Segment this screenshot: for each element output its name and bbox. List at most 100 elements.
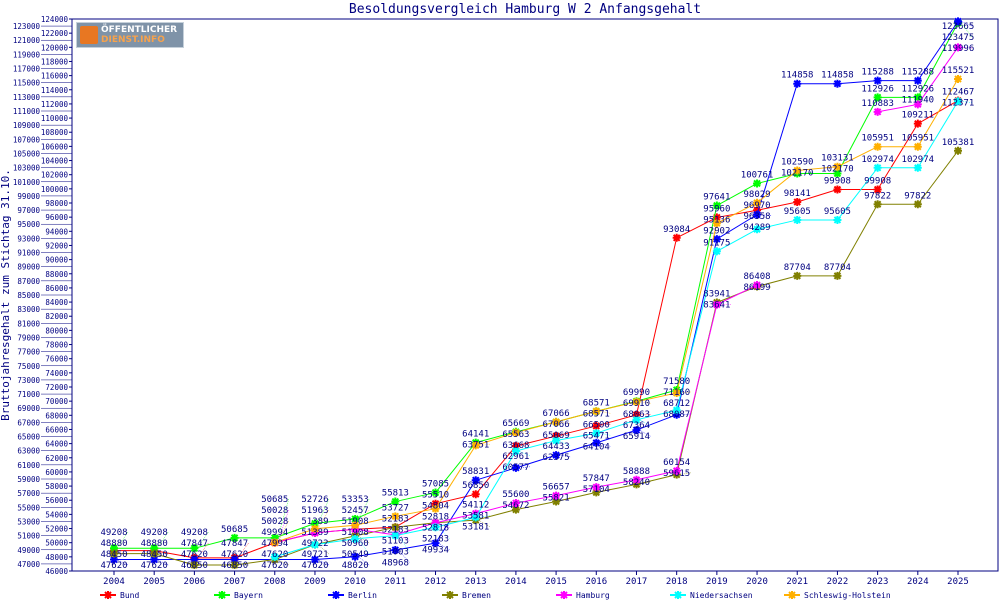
data-point-schleswig-holstein-core <box>433 506 439 512</box>
label-leader-berlin <box>639 429 651 437</box>
series-line-bund <box>716 209 758 218</box>
y-tick-label: 60000 <box>45 468 68 477</box>
data-label-schleswig-holstein: 68571 <box>583 409 610 419</box>
y-tick-label: 53000 <box>17 517 40 526</box>
y-tick-label: 48000 <box>45 553 68 562</box>
data-label-berlin: 123665 <box>942 22 975 32</box>
y-tick-label: 85000 <box>17 291 40 300</box>
data-label-bremen: 87704 <box>784 263 811 273</box>
data-label-niedersachsen: 53581 <box>462 512 489 522</box>
data-label-schleswig-holstein: 103131 <box>821 154 854 164</box>
data-label-bayern: 112926 <box>861 84 894 94</box>
series-line-niedersachsen <box>475 450 517 518</box>
x-tick-label: 2009 <box>304 577 326 587</box>
data-point-hamburg-core <box>915 101 921 107</box>
data-label-berlin: 47620 <box>141 561 168 571</box>
y-tick-label: 69000 <box>17 404 40 413</box>
data-point-hamburg-core <box>513 500 519 506</box>
data-label-niedersachsen: 64433 <box>543 442 570 452</box>
series-line-schleswig-holstein <box>395 508 436 517</box>
data-label-bayern: 50685 <box>221 525 248 535</box>
data-point-bremen-core <box>955 148 961 154</box>
data-label-bremen: 54672 <box>502 501 529 511</box>
y-tick-label: 70000 <box>45 397 68 406</box>
chart-title: Besoldungsvergleich Hamburg W 2 Anfangsg… <box>349 2 701 17</box>
data-point-berlin-core <box>191 557 197 563</box>
data-label-hamburg: 60154 <box>663 458 690 468</box>
data-point-berlin-core <box>875 78 881 84</box>
data-point-bremen-core <box>513 507 519 513</box>
data-label-berlin: 48020 <box>342 561 369 571</box>
data-point-schleswig-holstein-core <box>473 442 479 448</box>
data-point-bremen-core <box>875 201 881 207</box>
data-point-bremen-core <box>191 562 197 568</box>
data-label-bayern: 49208 <box>100 528 127 538</box>
data-label-niedersachsen: 50549 <box>342 550 369 560</box>
series-line-bremen <box>636 474 677 485</box>
series-line-bayern <box>756 173 798 184</box>
legend-marker-schleswig-holstein-core <box>789 592 795 598</box>
data-label-hamburg: 86408 <box>744 272 771 282</box>
data-label-niedersachsen: 68712 <box>663 399 690 409</box>
data-point-berlin-core <box>433 540 439 546</box>
data-point-schleswig-holstein-core <box>955 76 961 82</box>
data-point-bund-core <box>593 423 599 429</box>
data-label-schleswig-holstein: 115521 <box>942 66 975 76</box>
label-leader-niedersachsen <box>518 450 531 457</box>
data-label-niedersachsen: 102974 <box>902 155 935 165</box>
data-point-bremen-core <box>111 551 117 557</box>
series-line-niedersachsen <box>676 251 718 411</box>
series-line-bremen <box>555 491 597 502</box>
data-label-schleswig-holstein: 67066 <box>543 420 570 430</box>
y-tick-label: 104000 <box>41 157 69 166</box>
series-line-niedersachsen <box>756 219 798 230</box>
data-label-schleswig-holstein: 71160 <box>663 388 690 398</box>
series-line-bayern <box>676 205 718 391</box>
data-label-hamburg: 51103 <box>382 536 409 546</box>
y-tick-label: 93000 <box>17 234 40 243</box>
data-point-schleswig-holstein-core <box>875 144 881 150</box>
x-tick-label: 2019 <box>706 577 728 587</box>
data-label-berlin: 47620 <box>100 561 127 571</box>
series-line-bund <box>515 435 557 447</box>
label-leader-berlin <box>317 559 330 566</box>
y-tick-label: 92000 <box>45 241 68 250</box>
data-point-hamburg-core <box>553 493 559 499</box>
data-point-berlin-core <box>312 557 318 563</box>
data-label-bayern: 97641 <box>703 193 730 203</box>
data-point-schleswig-holstein-core <box>915 144 921 150</box>
data-label-schleswig-holstein: 98029 <box>744 190 771 200</box>
data-point-schleswig-holstein-core <box>513 430 519 436</box>
data-point-hamburg-core <box>433 520 439 526</box>
label-leader-bayern <box>277 498 290 538</box>
data-label-berlin: 92902 <box>703 226 730 236</box>
data-label-berlin: 68087 <box>663 410 690 420</box>
data-label-bayern: 100761 <box>741 170 774 180</box>
y-tick-label: 87000 <box>17 277 40 286</box>
y-tick-label: 64000 <box>45 440 68 449</box>
data-label-bund: 96970 <box>744 201 771 211</box>
y-tick-label: 95000 <box>17 220 40 229</box>
label-leader-bayern <box>156 531 169 549</box>
data-point-hamburg-core <box>955 44 961 50</box>
data-label-bund: 51389 <box>301 517 328 527</box>
data-label-bayern: 71580 <box>663 377 690 387</box>
data-point-bayern-core <box>191 545 197 551</box>
series-line-schleswig-holstein <box>837 146 878 168</box>
data-label-bayern: 102170 <box>781 169 814 179</box>
data-point-berlin-core <box>232 557 238 563</box>
data-label-bremen: 49721 <box>301 550 328 560</box>
data-label-niedersachsen: 91175 <box>703 238 730 248</box>
label-leader-berlin <box>398 549 410 563</box>
data-label-bayern: 102170 <box>821 165 854 175</box>
series-line-bund <box>596 414 637 427</box>
y-tick-label: 76000 <box>45 355 68 364</box>
label-leader-niedersachsen <box>558 440 571 447</box>
y-tick-label: 82000 <box>45 312 68 321</box>
y-tick-label: 109000 <box>13 121 41 130</box>
y-tick-label: 122000 <box>41 29 69 38</box>
series-line-bayern <box>194 537 235 549</box>
data-point-berlin-core <box>955 18 961 24</box>
data-label-bremen: 48450 <box>100 550 127 560</box>
series-line-niedersachsen <box>556 432 597 442</box>
